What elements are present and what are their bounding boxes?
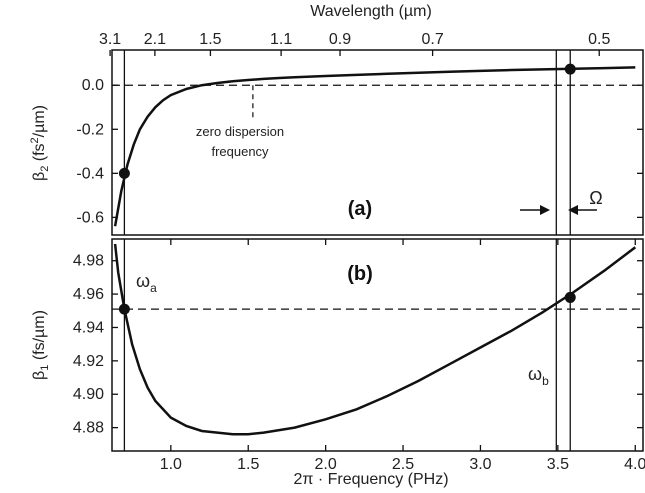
top-axis-ticks: 3.1 2.1 1.5 1.1 0.9 0.7 0.5 (99, 31, 610, 56)
panel-b-y-tick-label-0: 4.98 (73, 253, 104, 270)
zero-dispersion-label-line1: zero dispersion (196, 124, 284, 139)
panel-a-beta2: 0.0 -0.2 -0.4 -0.6 zero dispersion frequenc… (29, 49, 644, 236)
top-tick-label-5: 0.7 (421, 31, 443, 48)
top-tick-label-6: 0.5 (588, 31, 610, 48)
panel-b-x-ticks: 1.0 1.5 2.0 2.5 3.0 3.5 4.0 (160, 239, 645, 473)
left-arrow-head (540, 205, 550, 215)
top-tick-label-1: 2.1 (144, 31, 166, 48)
panel-a-points (118, 63, 576, 179)
panel-a-data-point-0 (118, 167, 130, 179)
panel-a-data-point-1 (564, 63, 576, 75)
top-axis-title: Wavelength (µm) (310, 3, 432, 20)
omega-label: Ω (589, 188, 602, 208)
top-tick-label-2: 1.5 (199, 31, 221, 48)
panel-b-reference-lines (112, 239, 643, 451)
panel-b-y-tick-label-5: 4.88 (73, 420, 104, 437)
panel-a-label: (a) (348, 198, 372, 220)
x-tick-label-1: 1.5 (237, 456, 259, 473)
omega-a-label: ωa (136, 271, 157, 295)
panel-b-beta1: 4.98 4.96 4.94 4.92 4.90 4.88 1.0 1.5 2.0 2.5 3.0… (31, 238, 645, 488)
beta1-curve (113, 243, 637, 436)
panel-a-y-axis-title: β2 (fs2/µm) (29, 105, 51, 181)
panel-b-points (118, 291, 576, 315)
omega-b-label: ωb (528, 364, 549, 388)
x-tick-label-5: 3.5 (547, 456, 569, 473)
panel-a-y-tick-label-2: -0.4 (76, 165, 104, 182)
panel-a-reference-lines (112, 50, 643, 235)
beta2-curve (113, 66, 636, 227)
x-tick-label-2: 2.0 (315, 456, 337, 473)
x-axis-title: 2π · Frequency (PHz) (293, 471, 448, 488)
panel-b-label: (b) (347, 263, 373, 285)
panel-b-y-axis-title: β1 (fs/µm) (31, 310, 51, 380)
x-tick-label-4: 3.0 (469, 456, 491, 473)
panel-a-frame (111, 49, 644, 236)
panel-b-y-tick-label-3: 4.92 (73, 353, 104, 370)
panel-b-y-ticks: 4.98 4.96 4.94 4.92 4.90 4.88 (73, 253, 643, 437)
panel-a-y-tick-label-0: 0.0 (82, 77, 104, 94)
right-arrow-head (568, 205, 578, 215)
panel-b-y-tick-label-2: 4.94 (73, 319, 104, 336)
x-tick-label-0: 1.0 (160, 456, 182, 473)
x-tick-label-3: 2.5 (392, 456, 414, 473)
panel-b-y-tick-label-4: 4.90 (73, 386, 104, 403)
top-tick-label-0: 3.1 (99, 31, 121, 48)
panel-a-y-tick-label-1: -0.2 (76, 121, 104, 138)
panel-b-y-tick-label-1: 4.96 (73, 286, 104, 303)
panel-b-data-point-0 (118, 303, 130, 315)
top-tick-label-3: 1.1 (270, 31, 292, 48)
panel-b-frame (111, 238, 644, 452)
top-tick-label-4: 0.9 (329, 31, 351, 48)
omega-arrows: Ω (520, 188, 603, 215)
panel-a-y-ticks: 0.0 -0.2 -0.4 -0.6 (76, 77, 643, 226)
panel-b-data-point-1 (564, 291, 576, 303)
x-tick-label-6: 4.0 (624, 456, 645, 473)
zero-dispersion-label-line2: frequency (211, 144, 269, 159)
panel-a-y-tick-label-3: -0.6 (76, 209, 104, 226)
